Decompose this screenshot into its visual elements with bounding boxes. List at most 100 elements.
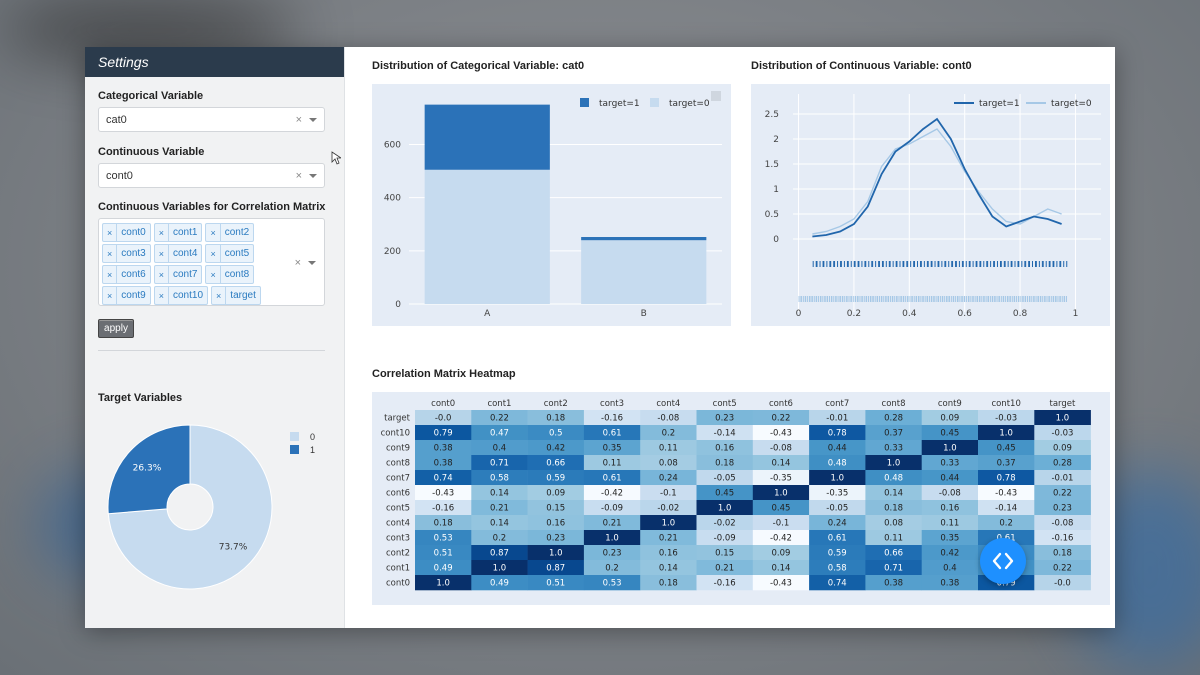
- heatmap-cell-label: 0.45: [940, 429, 959, 439]
- heatmap-cell-label: -0.0: [1054, 579, 1071, 589]
- heatmap-cell-label: 0.22: [1053, 489, 1072, 499]
- heatmap-cell: [752, 455, 810, 471]
- heatmap-cell-label: 1.0: [999, 429, 1013, 439]
- heatmap-cell-label: 0.37: [884, 429, 903, 439]
- heatmap-cell: [471, 515, 528, 531]
- line-chart-title: Distribution of Continuous Variable: con…: [751, 60, 972, 72]
- heatmap-cell: [865, 485, 922, 501]
- remove-tag-icon[interactable]: ×: [206, 224, 221, 241]
- heatmap-row-label: cont2: [386, 549, 410, 559]
- remove-tag-icon[interactable]: ×: [103, 224, 118, 241]
- heatmap-cell: [1034, 545, 1091, 561]
- dashboard-window: Settings Categorical Variable cat0 × Con…: [85, 47, 1115, 628]
- remove-tag-icon[interactable]: ×: [103, 287, 118, 304]
- heatmap-cell: [415, 410, 472, 426]
- remove-tag-icon[interactable]: ×: [212, 287, 227, 304]
- chevron-down-icon[interactable]: [309, 173, 317, 178]
- heatmap-panel: cont0 cont1 cont2 cont3 cont4 cont5 cont6 cont7…: [372, 392, 1110, 605]
- clear-all-icon[interactable]: ×: [294, 257, 301, 269]
- clear-icon[interactable]: ×: [295, 169, 302, 182]
- heatmap-cell-label: 1.0: [1056, 414, 1070, 424]
- heatmap-cell-label: 0.33: [940, 459, 959, 469]
- heatmap-cell: [1034, 410, 1091, 426]
- tag-label: cont1: [173, 227, 198, 238]
- legend-label: 0: [310, 431, 316, 442]
- tag-cont1[interactable]: × cont1: [153, 223, 203, 242]
- heatmap-cell: [640, 515, 697, 531]
- categorical-variable-select[interactable]: cat0 ×: [98, 107, 325, 132]
- heatmap-cell-label: 0.59: [546, 474, 565, 484]
- pie-legend-item[interactable]: 1: [290, 443, 315, 456]
- y-tick-label: 0: [395, 300, 401, 310]
- tag-label: cont8: [224, 269, 250, 280]
- heatmap-cell-label: 0.38: [884, 579, 903, 589]
- remove-tag-icon[interactable]: ×: [155, 266, 169, 283]
- heatmap-cell: [527, 425, 585, 441]
- heatmap-cell: [527, 575, 585, 591]
- y-tick-label: 1: [773, 185, 779, 195]
- heatmap-cell-label: -0.14: [995, 504, 1017, 514]
- heatmap-cell: [415, 440, 472, 456]
- bar-B-target=0: [581, 240, 707, 304]
- tag-cont4[interactable]: × cont4: [153, 244, 203, 263]
- remove-tag-icon[interactable]: ×: [155, 224, 169, 241]
- tag-cont5[interactable]: × cont5: [205, 244, 255, 263]
- heatmap-cell: [696, 455, 754, 471]
- pie-slice-0: [107, 424, 273, 590]
- tag-cont6[interactable]: × cont6: [102, 265, 151, 284]
- tag-cont2[interactable]: × cont2: [205, 223, 255, 242]
- heatmap-cell-label: 0.4: [493, 444, 507, 454]
- remove-tag-icon[interactable]: ×: [103, 245, 118, 262]
- heatmap-cell: [415, 455, 472, 471]
- chevron-down-icon[interactable]: [308, 261, 316, 265]
- tag-cont3[interactable]: × cont3: [102, 244, 151, 263]
- remove-tag-icon[interactable]: ×: [206, 266, 221, 283]
- heatmap-column-label: cont10: [991, 399, 1020, 409]
- heatmap-cell: [471, 410, 528, 426]
- remove-tag-icon[interactable]: ×: [103, 266, 118, 283]
- heatmap-cell: [921, 425, 979, 441]
- heatmap-cell: [527, 470, 585, 486]
- heatmap-cell-label: 0.42: [940, 549, 959, 559]
- remove-tag-icon[interactable]: ×: [155, 245, 169, 262]
- heatmap-cell-label: 0.38: [940, 579, 959, 589]
- tag-cont8[interactable]: × cont8: [205, 265, 255, 284]
- heatmap-cell-label: -0.1: [773, 519, 790, 529]
- tag-target[interactable]: × target: [211, 286, 261, 305]
- clear-icon[interactable]: ×: [295, 113, 302, 126]
- heatmap-column-label: cont2: [544, 399, 568, 409]
- heatmap-cell-label: -0.09: [714, 534, 736, 544]
- tag-cont7[interactable]: × cont7: [153, 265, 203, 284]
- tag-cont10[interactable]: × cont10: [153, 286, 209, 305]
- pie-svg: 73.7% 26.3%: [107, 424, 273, 590]
- tag-cont0[interactable]: × cont0: [102, 223, 151, 242]
- remove-tag-icon[interactable]: ×: [206, 245, 221, 262]
- heatmap-cell: [696, 575, 754, 591]
- heatmap-cell-label: 0.2: [605, 564, 619, 574]
- continuous-variable-select[interactable]: cont0 ×: [98, 163, 325, 188]
- tag-list: × cont0 × cont1 × cont2 × cont3 × cont4 × cont5 × con…: [102, 223, 292, 305]
- heatmap-cell: [809, 455, 866, 471]
- pie-slice-label: 26.3%: [133, 463, 162, 473]
- categorical-variable-value: cat0: [106, 113, 127, 126]
- heatmap-cell-label: 0.09: [546, 489, 565, 499]
- heatmap-cell: [809, 560, 866, 576]
- heatmap-cell: [696, 545, 754, 561]
- continuous-variable-label: Continuous Variable: [98, 146, 205, 158]
- heatmap-cell: [583, 545, 641, 561]
- heatmap-cell: [583, 530, 641, 546]
- chevron-down-icon[interactable]: [309, 117, 317, 122]
- heatmap-cell: [921, 410, 979, 426]
- tag-cont9[interactable]: × cont9: [102, 286, 151, 305]
- heatmap-cell: [1034, 515, 1091, 531]
- correlation-variables-multiselect[interactable]: × cont0 × cont1 × cont2 × cont3 × cont4 × cont5 × con…: [98, 218, 325, 306]
- apply-button[interactable]: apply: [98, 319, 134, 338]
- pie-legend-item[interactable]: 0: [290, 430, 315, 443]
- tag-label: cont5: [224, 248, 250, 259]
- heatmap-cell-label: 0.74: [828, 579, 847, 589]
- heatmap-cell: [640, 410, 697, 426]
- code-toggle-button[interactable]: [980, 538, 1026, 584]
- remove-tag-icon[interactable]: ×: [155, 287, 169, 304]
- heatmap-cell: [415, 530, 472, 546]
